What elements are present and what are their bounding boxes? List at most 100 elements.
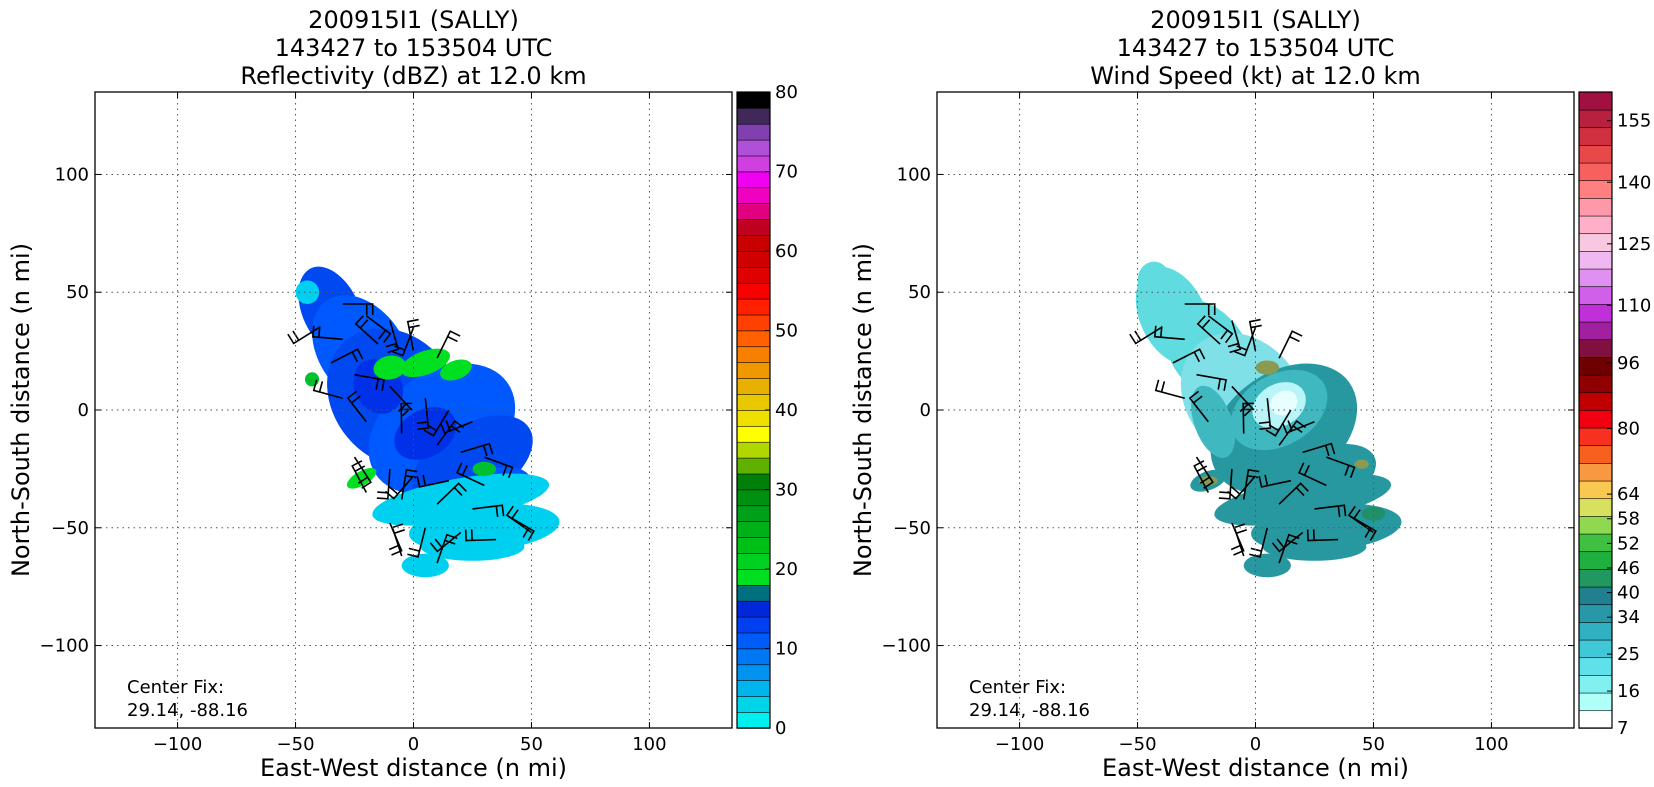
colorbar-segment xyxy=(1578,445,1613,464)
wind-barbs xyxy=(1129,303,1377,564)
wind-barb xyxy=(1278,533,1300,564)
colorbar-tick-label: 52 xyxy=(1617,533,1640,554)
field-cell xyxy=(304,372,320,387)
wind-barb xyxy=(456,462,485,487)
colorbar-tick-label: 20 xyxy=(775,559,798,580)
colorbar-segment xyxy=(736,711,771,729)
colorbar-segment xyxy=(736,250,771,268)
colorbar-segment xyxy=(736,377,771,395)
wind-barb xyxy=(311,325,343,341)
colorbar-segment xyxy=(1578,710,1613,729)
x-axis-label: East-West distance (n mi) xyxy=(260,754,567,782)
y-tick-label: −100 xyxy=(40,636,89,657)
colorbar-tick-label: 16 xyxy=(1617,681,1640,702)
colorbar-segment xyxy=(736,632,771,650)
colorbar-segment xyxy=(736,155,771,173)
wind-barb xyxy=(389,385,412,417)
colorbar-segment xyxy=(1578,427,1613,447)
colorbar-segment xyxy=(1578,250,1613,270)
colorbar-segment xyxy=(736,139,771,157)
y-tick-label: 50 xyxy=(66,282,89,303)
wind-barbs xyxy=(287,303,535,564)
wind-barb xyxy=(484,456,514,478)
x-tick-label: 100 xyxy=(632,734,666,755)
colorbar-segment xyxy=(736,489,771,507)
colorbar-frame xyxy=(1578,91,1613,729)
center-fix-annotation: 29.14, -88.16 xyxy=(127,700,248,721)
y-tick-label: 100 xyxy=(897,164,931,185)
field-cell xyxy=(372,473,550,526)
wind-barb xyxy=(1347,505,1374,534)
wind-barb xyxy=(436,482,467,505)
chart-title-line-2: 143427 to 153504 UTC xyxy=(275,34,553,62)
wind-barb xyxy=(1226,475,1257,500)
field-cell xyxy=(373,355,407,380)
wind-barb xyxy=(1258,398,1272,431)
colorbar-segment xyxy=(736,203,771,220)
colorbar-segment xyxy=(736,409,771,427)
colorbar-tick-label: 25 xyxy=(1617,644,1640,665)
field-cell xyxy=(1361,506,1386,521)
colorbar-segment xyxy=(736,664,771,682)
wind-barb xyxy=(436,419,465,446)
grid-lines xyxy=(95,92,732,728)
wind-barb xyxy=(1298,462,1327,487)
wind-barb xyxy=(287,326,320,345)
colorbar-segment xyxy=(1578,144,1613,164)
colorbar-segment xyxy=(736,600,771,618)
field-cell xyxy=(472,461,497,476)
colorbar-tick-label: 64 xyxy=(1617,484,1640,505)
colorbar-segment xyxy=(736,536,771,554)
colorbar-segment xyxy=(1578,109,1613,129)
colorbar-segment xyxy=(1578,286,1613,305)
field-cell xyxy=(1243,553,1291,578)
y-tick-label: 100 xyxy=(55,164,89,185)
field-cell xyxy=(440,359,472,381)
colorbar-segment xyxy=(736,123,771,141)
colorbar-tick-label: 125 xyxy=(1617,234,1651,255)
wind-barb xyxy=(1326,456,1356,478)
colorbar-segment xyxy=(736,616,771,634)
colorbar-segment xyxy=(736,425,771,443)
colorbar-segment xyxy=(736,393,771,411)
grid-lines xyxy=(937,92,1574,728)
wind-barb xyxy=(460,442,494,457)
wind-barb xyxy=(342,303,374,315)
field-cell xyxy=(1270,390,1298,416)
wind-barb xyxy=(429,531,462,553)
colorbar-tick-label: 96 xyxy=(1617,353,1640,374)
colorbar-segment xyxy=(736,107,771,125)
wind-barb xyxy=(1231,385,1254,417)
colorbar-segment xyxy=(1578,692,1613,712)
wind-barb xyxy=(436,330,461,359)
colorbar-tick-label: 60 xyxy=(775,241,798,262)
colorbar-segment xyxy=(1578,268,1613,288)
wind-barb xyxy=(1278,330,1303,359)
chart-title-line-1: 200915I1 (SALLY) xyxy=(308,6,519,34)
wind-barb xyxy=(1271,531,1304,553)
wind-barb xyxy=(351,460,368,493)
colorbar-tick-label: 7 xyxy=(1617,718,1628,739)
x-tick-label: −100 xyxy=(995,734,1044,755)
colorbar-segment xyxy=(1578,162,1613,182)
colorbar-segment xyxy=(736,584,771,602)
colorbar-segment xyxy=(1578,233,1613,252)
colorbar-tick-label: 50 xyxy=(775,321,798,342)
wind-barb xyxy=(1248,318,1262,352)
colorbar-segment xyxy=(736,330,771,348)
colorbar-segment xyxy=(1578,586,1613,606)
colorbar-segment xyxy=(736,346,771,363)
colorbar-segment xyxy=(1578,303,1613,323)
chart-panel-1: 200915I1 (SALLY)143427 to 153504 UTCRefl… xyxy=(7,6,798,782)
colorbar-segment xyxy=(736,457,771,475)
x-tick-label: −100 xyxy=(153,734,202,755)
colorbar-tick-label: 58 xyxy=(1617,509,1640,530)
wind-barb xyxy=(1172,348,1206,364)
colorbar-tick-label: 46 xyxy=(1617,558,1640,579)
x-tick-label: 100 xyxy=(1474,734,1508,755)
colorbar-segment xyxy=(1578,604,1613,623)
colorbar-segment xyxy=(1578,197,1613,217)
colorbar-segment xyxy=(736,520,771,538)
x-tick-label: −50 xyxy=(1119,734,1157,755)
